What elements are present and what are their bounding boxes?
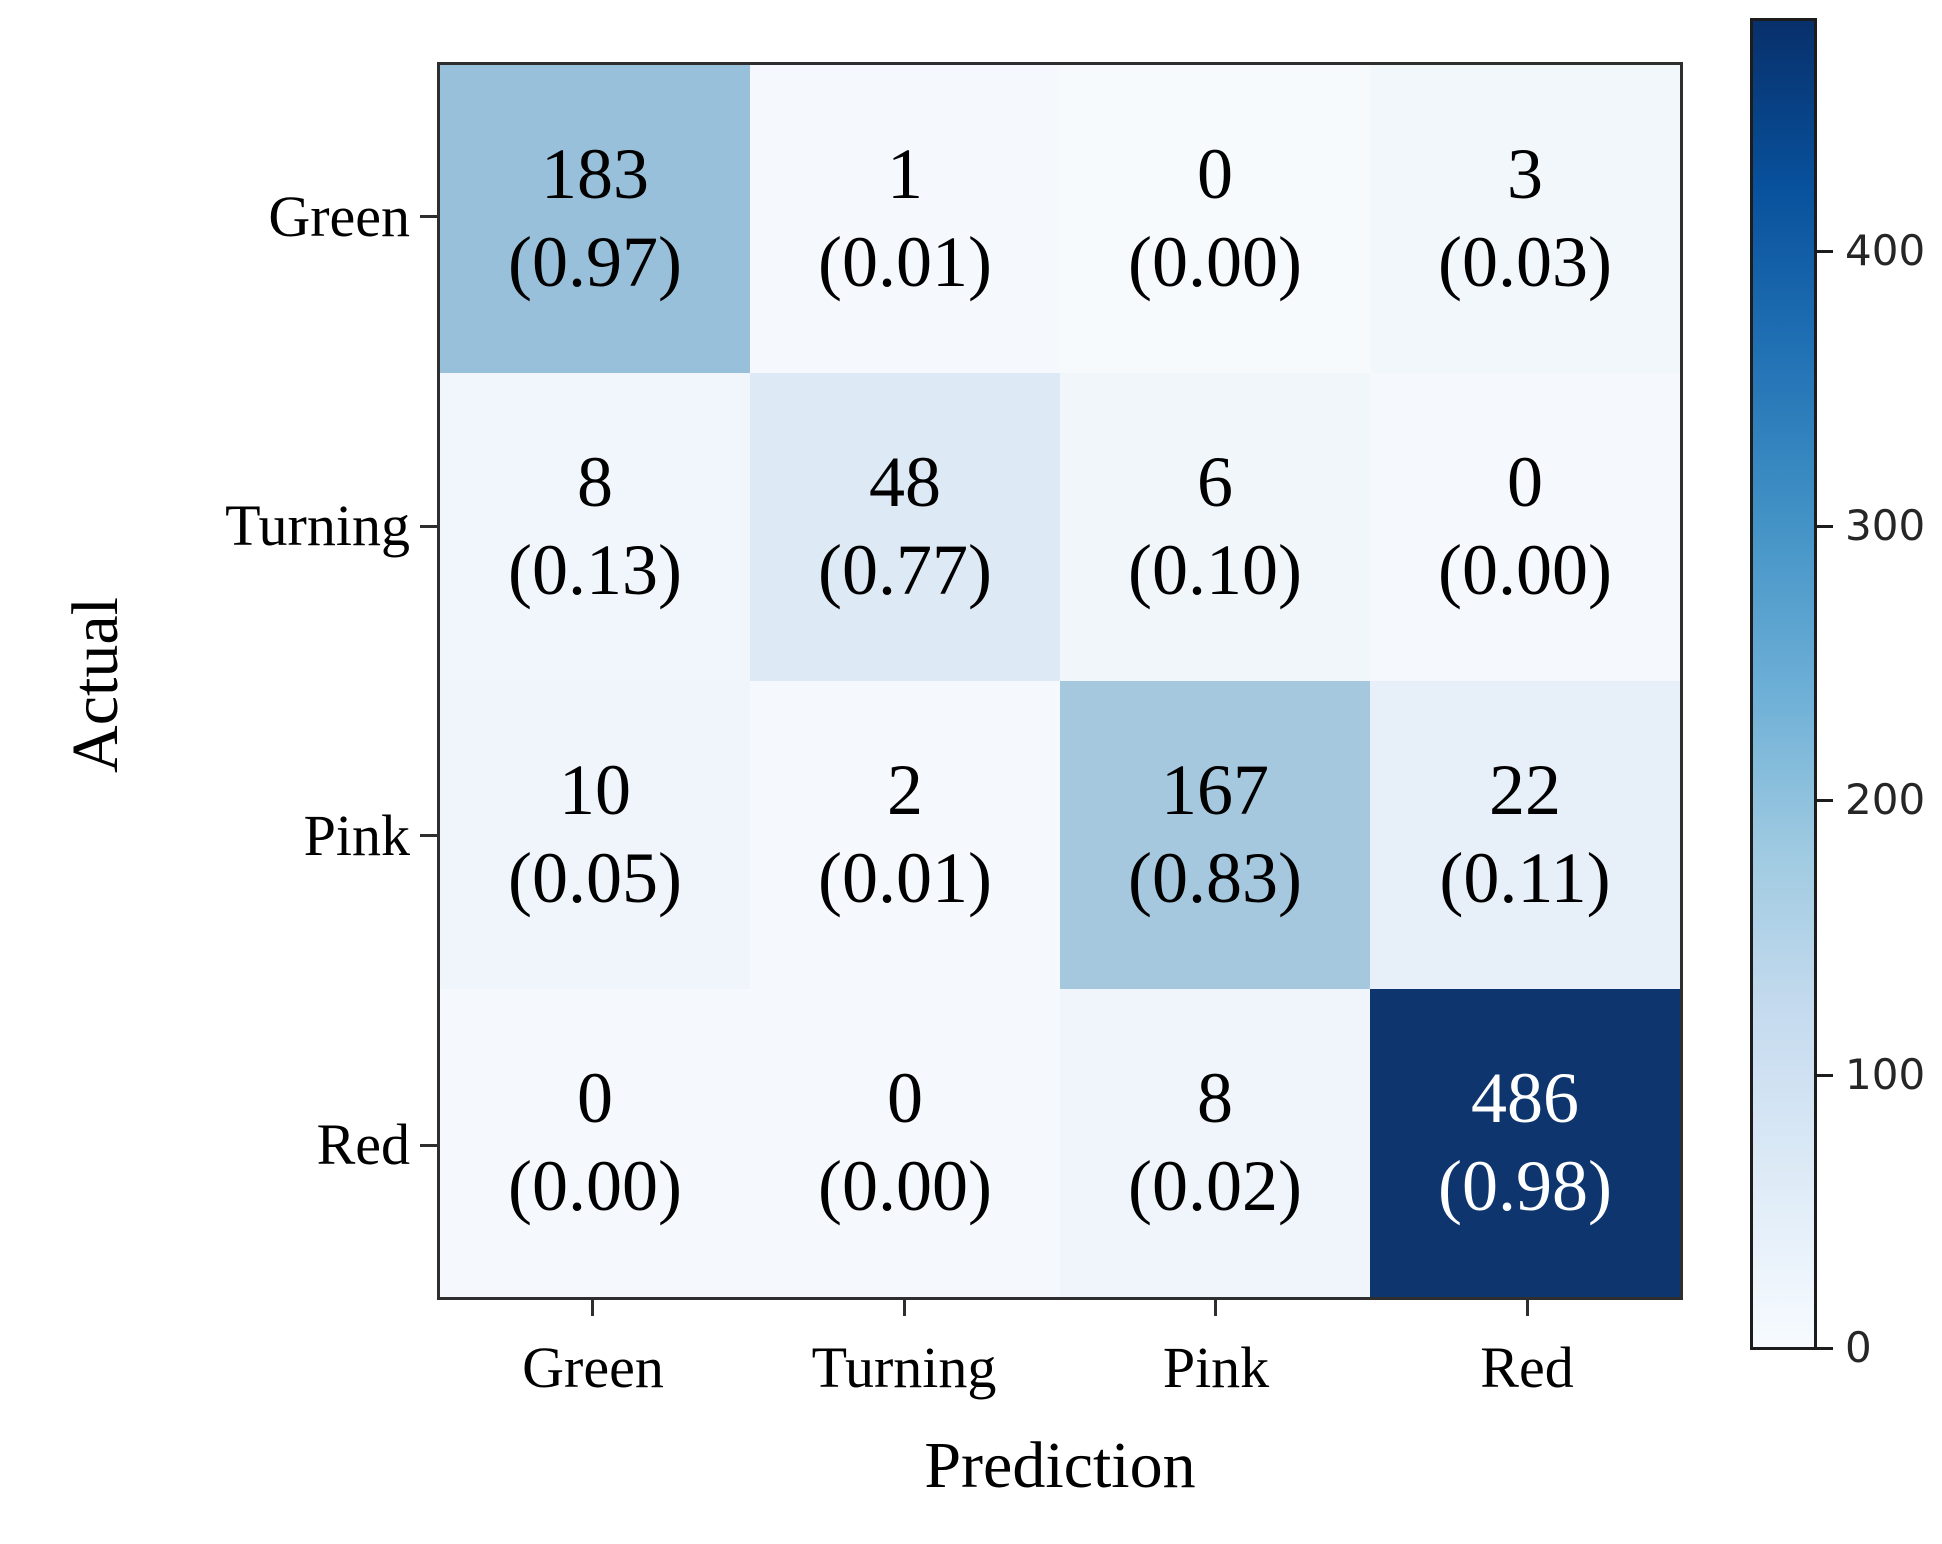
cell-count: 3: [1507, 134, 1543, 215]
cell-count: 0: [577, 1058, 613, 1139]
cell-proportion: (0.00): [1128, 222, 1302, 302]
heatmap-grid: 183 (0.97) 1 (0.01) 0 (0.00) 3 (0.03) 8 …: [437, 62, 1683, 1300]
cell-proportion: (0.11): [1439, 838, 1611, 918]
matrix-cell: 1 (0.01): [750, 65, 1060, 373]
matrix-cell: 3 (0.03): [1370, 65, 1680, 373]
matrix-cell: 48 (0.77): [750, 373, 1060, 681]
cell-count: 183: [541, 134, 649, 215]
cell-count: 0: [1507, 442, 1543, 523]
matrix-cell: 10 (0.05): [440, 681, 750, 989]
cell-proportion: (0.03): [1438, 222, 1612, 302]
cell-count: 48: [869, 442, 941, 523]
y-axis-tick: [420, 525, 437, 528]
x-tick-label-green: Green: [522, 1335, 664, 1400]
matrix-cell: 183 (0.97): [440, 65, 750, 373]
cell-count: 1: [887, 134, 923, 215]
matrix-cell: 8 (0.02): [1060, 989, 1370, 1297]
colorbar-tick: [1817, 525, 1833, 528]
colorbar-tick-label: 300: [1845, 501, 1926, 550]
colorbar-tick-label: 400: [1845, 226, 1926, 275]
cell-count: 10: [559, 750, 631, 831]
matrix-cell: 8 (0.13): [440, 373, 750, 681]
cell-count: 167: [1161, 750, 1269, 831]
matrix-cell: 0 (0.00): [1370, 373, 1680, 681]
matrix-cell: 486 (0.98): [1370, 989, 1680, 1297]
colorbar-tick: [1817, 799, 1833, 802]
cell-proportion: (0.00): [818, 1146, 992, 1226]
matrix-cell: 0 (0.00): [1060, 65, 1370, 373]
cell-proportion: (0.02): [1128, 1146, 1302, 1226]
matrix-cell: 0 (0.00): [440, 989, 750, 1297]
cell-count: 0: [887, 1058, 923, 1139]
cell-count: 486: [1471, 1058, 1579, 1139]
y-axis-tick: [420, 1144, 437, 1147]
matrix-cell: 167 (0.83): [1060, 681, 1370, 989]
cell-proportion: (0.13): [508, 530, 682, 610]
colorbar-tick-label: 100: [1845, 1050, 1926, 1099]
x-axis-tick: [1214, 1299, 1217, 1316]
cell-count: 8: [1197, 1058, 1233, 1139]
x-tick-label-red: Red: [1480, 1335, 1574, 1400]
y-tick-label-green: Green: [268, 184, 410, 249]
cell-count: 8: [577, 442, 613, 523]
x-axis-tick: [591, 1299, 594, 1316]
cell-proportion: (0.00): [508, 1146, 682, 1226]
colorbar-tick: [1817, 1074, 1833, 1077]
y-axis-tick: [420, 834, 437, 837]
matrix-cell: 2 (0.01): [750, 681, 1060, 989]
x-axis-title: Prediction: [924, 1429, 1196, 1502]
cell-proportion: (0.01): [818, 838, 992, 918]
y-tick-label-red: Red: [316, 1112, 410, 1177]
cell-proportion: (0.98): [1438, 1146, 1612, 1226]
cell-proportion: (0.77): [818, 530, 992, 610]
x-axis-tick: [903, 1299, 906, 1316]
cell-count: 6: [1197, 442, 1233, 523]
y-tick-label-pink: Pink: [303, 803, 410, 868]
cell-proportion: (0.01): [818, 222, 992, 302]
cell-proportion: (0.97): [508, 222, 682, 302]
y-tick-label-turning: Turning: [225, 493, 410, 558]
colorbar: [1750, 18, 1817, 1350]
colorbar-tick: [1817, 1347, 1833, 1350]
colorbar-tick: [1817, 250, 1833, 253]
matrix-cell: 0 (0.00): [750, 989, 1060, 1297]
y-axis-title: Actual: [59, 597, 132, 773]
cell-proportion: (0.00): [1438, 530, 1612, 610]
y-axis-tick: [420, 215, 437, 218]
cell-proportion: (0.05): [508, 838, 682, 918]
cell-count: 2: [887, 750, 923, 831]
x-tick-label-turning: Turning: [811, 1335, 997, 1400]
cell-count: 0: [1197, 134, 1233, 215]
cell-count: 22: [1489, 750, 1561, 831]
cell-proportion: (0.83): [1128, 838, 1302, 918]
cell-proportion: (0.10): [1128, 530, 1302, 610]
x-axis-tick: [1526, 1299, 1529, 1316]
x-tick-label-pink: Pink: [1162, 1335, 1270, 1400]
matrix-cell: 22 (0.11): [1370, 681, 1680, 989]
matrix-cell: 6 (0.10): [1060, 373, 1370, 681]
colorbar-tick-label: 0: [1845, 1323, 1872, 1372]
colorbar-tick-label: 200: [1845, 775, 1926, 824]
